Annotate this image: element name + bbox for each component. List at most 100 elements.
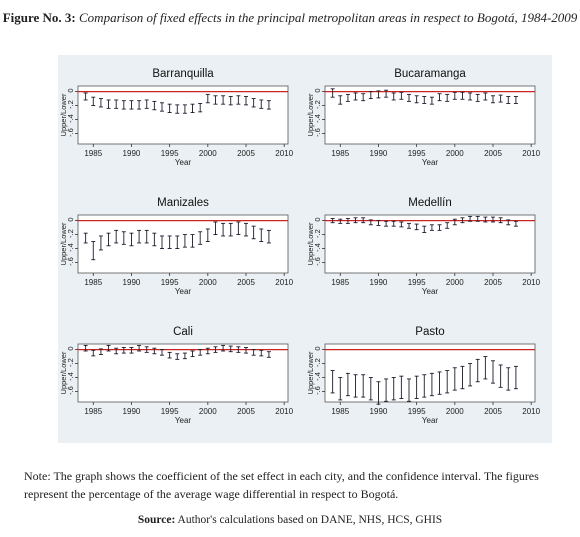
- y-tick-label: -.4: [313, 372, 322, 381]
- confidence-interval: [129, 100, 134, 110]
- x-tick-label: 1985: [84, 278, 102, 287]
- confidence-interval: [221, 95, 226, 105]
- y-tick-label: -.6: [66, 257, 75, 266]
- confidence-interval: [251, 98, 256, 108]
- chart-title: Medellín: [408, 197, 451, 209]
- chart-panel-4: Cali 0 -.2 -.4 -.6 1985 1990 1995 2000 2005 2010 Ye…: [59, 326, 294, 425]
- confidence-interval: [175, 104, 180, 114]
- confidence-interval: [422, 374, 427, 398]
- confidence-interval: [152, 347, 157, 355]
- confidence-interval: [167, 235, 172, 249]
- y-tick-label: 0: [66, 347, 75, 351]
- confidence-interval: [498, 364, 503, 388]
- confidence-interval: [445, 222, 450, 229]
- chart-panel-1: Bucaramanga 0 -.2 -.4 -.6 1985 1990 1995 2000 200…: [306, 68, 541, 167]
- chart-panel-3: Medellín 0 -.2 -.4 -.6 1985 1990 1995 2000 2005 20…: [306, 197, 541, 296]
- source-label: Source:: [137, 514, 176, 526]
- x-axis-label: Year: [422, 416, 439, 425]
- confidence-interval: [167, 351, 172, 359]
- x-tick-label: 1995: [161, 407, 179, 416]
- confidence-interval: [513, 96, 518, 104]
- y-axis-label: Upper/Lower: [306, 351, 315, 394]
- confidence-interval: [228, 96, 233, 106]
- confidence-interval: [368, 219, 373, 226]
- confidence-interval: [152, 232, 157, 247]
- confidence-interval: [445, 370, 450, 394]
- y-tick-label: 0: [66, 218, 75, 222]
- y-axis-label: Upper/Lower: [306, 93, 315, 136]
- chart-panel-0: Barranquilla 0 -.2 -.4 -.6 1985 1990 1995 2000 20…: [59, 68, 294, 167]
- y-tick-label: -.6: [66, 128, 75, 137]
- confidence-interval: [244, 96, 248, 106]
- confidence-interval: [338, 218, 343, 224]
- figure-panel: Barranquilla 0 -.2 -.4 -.6 1985 1990 1995 2000 20…: [58, 55, 552, 443]
- confidence-interval: [91, 96, 96, 107]
- confidence-interval: [152, 100, 157, 111]
- y-tick-label: -.4: [66, 114, 75, 123]
- x-tick-label: 1995: [408, 149, 426, 158]
- x-tick-label: 1985: [331, 407, 349, 416]
- confidence-interval: [445, 93, 450, 102]
- confidence-interval: [167, 103, 172, 114]
- confidence-interval: [452, 91, 457, 100]
- confidence-interval: [129, 347, 134, 354]
- confidence-interval: [384, 378, 389, 402]
- confidence-interval: [106, 99, 111, 109]
- confidence-interval: [452, 218, 457, 226]
- confidence-interval: [422, 96, 427, 104]
- y-axis-label: Upper/Lower: [306, 222, 315, 265]
- chart-title: Bucaramanga: [394, 68, 466, 80]
- confidence-interval: [175, 235, 180, 249]
- x-axis-label: Year: [175, 158, 192, 167]
- y-tick-label: 0: [313, 347, 322, 351]
- confidence-interval: [437, 224, 442, 231]
- confidence-interval: [361, 217, 366, 224]
- y-tick-label: -.2: [313, 100, 322, 109]
- confidence-interval: [345, 372, 350, 397]
- x-axis-label: Year: [422, 287, 439, 296]
- confidence-interval: [384, 89, 389, 98]
- y-tick-label: -.4: [66, 243, 75, 252]
- y-tick-label: -.6: [313, 128, 322, 137]
- figure-caption: Figure No. 3: Comparison of fixed effect…: [0, 8, 580, 27]
- confidence-interval: [121, 100, 126, 110]
- chart-title: Cali: [173, 326, 193, 338]
- x-axis-label: Year: [175, 287, 192, 296]
- confidence-interval: [491, 216, 495, 223]
- confidence-interval: [213, 346, 218, 353]
- confidence-interval: [182, 352, 187, 360]
- y-tick-label: -.6: [313, 257, 322, 266]
- confidence-interval: [429, 372, 434, 397]
- y-tick-label: 0: [313, 218, 322, 222]
- plot-area: [324, 85, 536, 145]
- confidence-interval: [353, 92, 358, 101]
- y-tick-label: -.2: [313, 358, 322, 367]
- x-tick-label: 1995: [408, 278, 426, 287]
- confidence-interval: [506, 367, 511, 391]
- x-tick-label: 2005: [237, 149, 255, 158]
- confidence-interval: [137, 229, 142, 244]
- confidence-interval: [259, 349, 264, 357]
- y-tick-label: -.4: [313, 114, 322, 123]
- confidence-interval: [160, 102, 164, 112]
- confidence-interval: [475, 215, 480, 222]
- confidence-interval: [452, 367, 457, 391]
- confidence-interval: [483, 356, 488, 380]
- confidence-interval: [198, 349, 203, 356]
- x-tick-label: 1995: [161, 278, 179, 287]
- confidence-interval: [259, 99, 264, 109]
- confidence-interval: [368, 91, 373, 100]
- confidence-interval: [114, 99, 119, 109]
- confidence-interval: [190, 234, 195, 248]
- confidence-interval: [106, 344, 111, 352]
- confidence-interval: [338, 95, 343, 105]
- confidence-interval: [236, 346, 241, 353]
- confidence-interval: [399, 375, 404, 399]
- confidence-interval: [414, 375, 419, 399]
- confidence-interval: [384, 220, 389, 227]
- confidence-interval: [399, 221, 404, 228]
- confidence-interval: [121, 347, 126, 354]
- y-tick-label: 0: [313, 89, 322, 93]
- confidence-interval: [345, 218, 350, 224]
- x-tick-label: 1990: [123, 149, 141, 158]
